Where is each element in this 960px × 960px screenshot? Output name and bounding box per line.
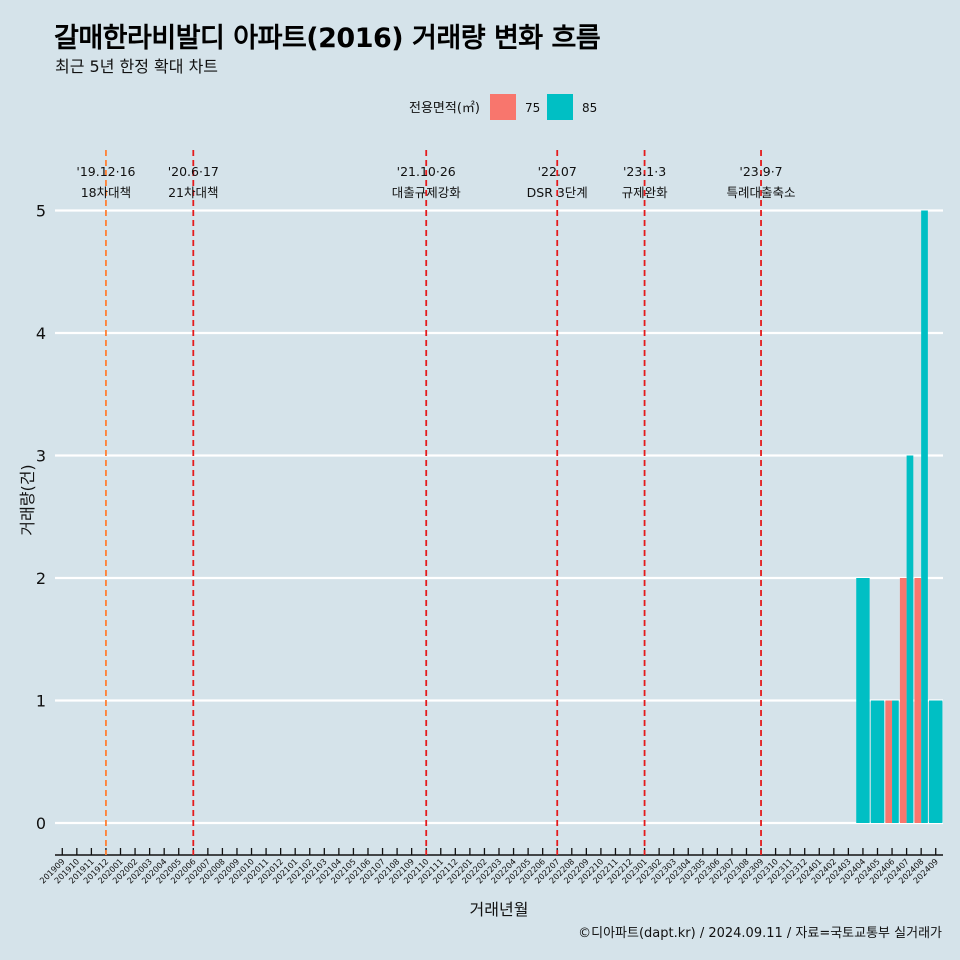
- legend-key-75: [490, 94, 516, 120]
- event-date: '23.9·7: [739, 164, 782, 179]
- event-date: '21.10·26: [397, 164, 456, 179]
- bar-85-202409: [929, 700, 943, 823]
- event-date: '19.12·16: [76, 164, 135, 179]
- y-tick-label: 3: [36, 447, 46, 466]
- y-axis-title: 거래량(건): [18, 464, 37, 535]
- event-label: 18차대책: [81, 185, 131, 200]
- chart-title: 갈매한라비발디 아파트(2016) 거래량 변화 흐름: [54, 23, 601, 54]
- y-tick-label: 0: [36, 814, 46, 833]
- bar-85-202407: [906, 455, 914, 823]
- bar-85-202406: [892, 700, 899, 823]
- bar-85-202405: [870, 700, 885, 823]
- bar-75-202407: [899, 578, 907, 823]
- event-label: 규제완화: [622, 185, 669, 200]
- event-label: 대출규제강화: [392, 185, 462, 200]
- y-tick-label: 4: [36, 324, 46, 343]
- y-tick-label: 2: [36, 569, 46, 588]
- legend-label-85: 85: [582, 101, 597, 115]
- event-date: '23.1·3: [623, 164, 666, 179]
- bar-85-202404: [856, 578, 870, 823]
- y-tick-label: 1: [36, 692, 46, 711]
- bar-75-202406: [885, 700, 893, 823]
- event-date: '22.07: [538, 164, 577, 179]
- event-date: '20.6·17: [168, 164, 219, 179]
- event-label: DSR 3단계: [527, 185, 588, 200]
- bar-85-202408: [921, 210, 928, 823]
- event-label: 특례대출축소: [727, 185, 796, 200]
- legend-label-75: 75: [525, 101, 540, 115]
- bar-75-202408: [914, 578, 922, 823]
- chart-subtitle: 최근 5년 한정 확대 차트: [55, 57, 219, 76]
- legend-key-85: [547, 94, 573, 120]
- y-tick-label: 5: [36, 202, 46, 221]
- x-axis-title: 거래년월: [470, 900, 529, 919]
- source-caption: ©디아파트(dapt.kr) / 2024.09.11 / 자료=국토교통부 실…: [578, 926, 942, 941]
- event-label: 21차대책: [168, 185, 218, 200]
- legend-title: 전용면적(㎡): [409, 101, 480, 116]
